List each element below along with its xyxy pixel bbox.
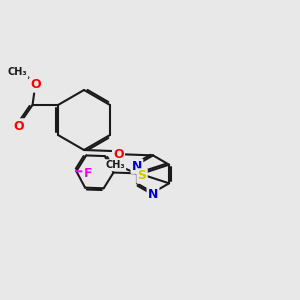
Text: N: N (148, 188, 158, 201)
Text: F: F (83, 167, 92, 180)
Text: S: S (137, 169, 146, 182)
Text: N: N (132, 160, 142, 173)
Text: O: O (113, 148, 124, 161)
Text: O: O (14, 119, 24, 133)
Text: CH₃: CH₃ (8, 68, 27, 77)
Text: CH₃: CH₃ (106, 160, 125, 170)
Text: O: O (30, 78, 41, 92)
